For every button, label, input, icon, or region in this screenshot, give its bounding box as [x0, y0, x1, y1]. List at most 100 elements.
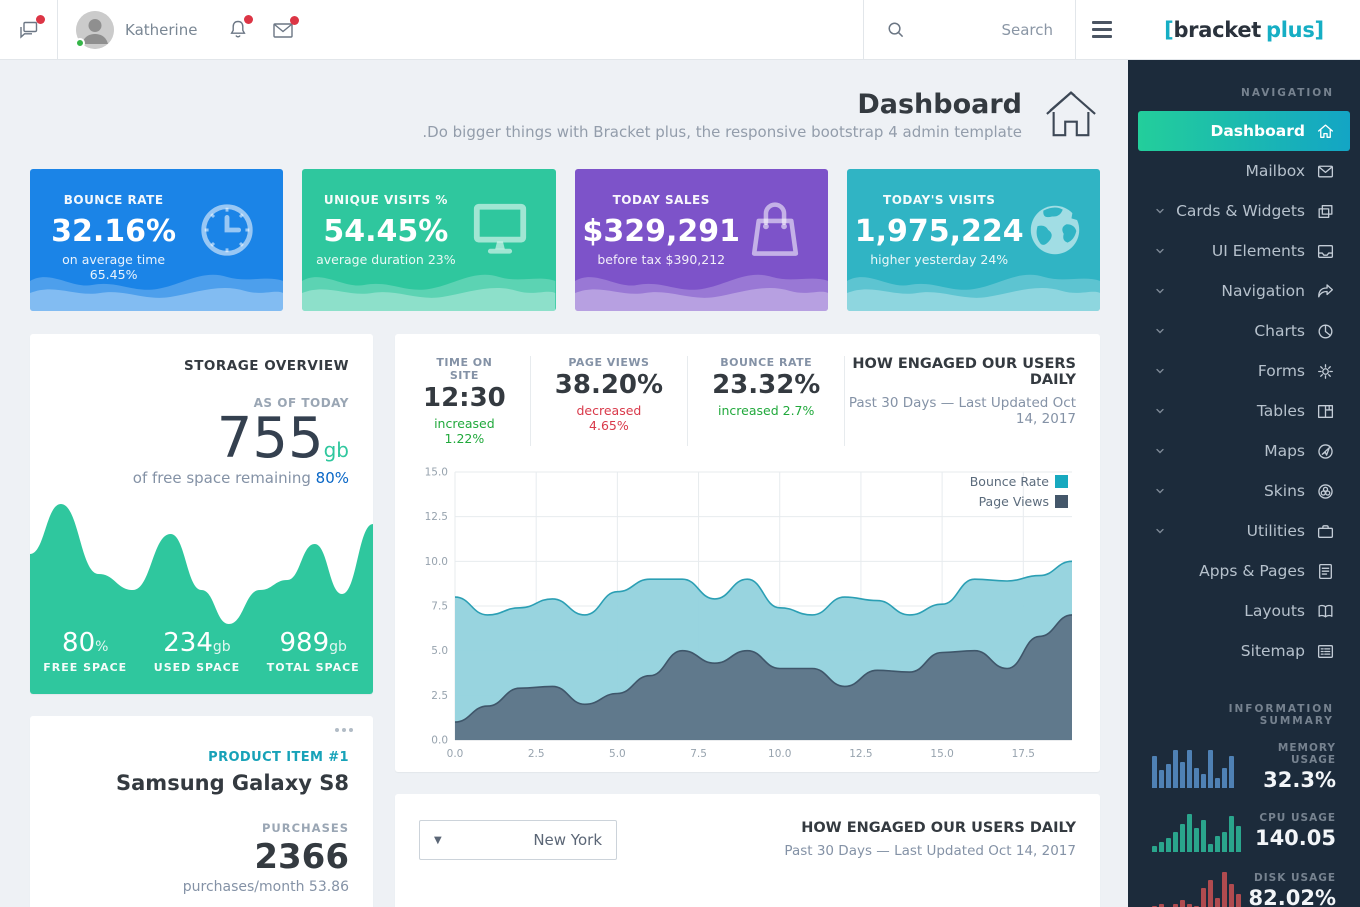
svg-text:0.0: 0.0 [447, 748, 464, 760]
sidebar-item-apps-pages[interactable]: Apps & Pages [1128, 551, 1360, 591]
monitor-icon [462, 199, 538, 311]
logo-bracket-left: [ [1164, 17, 1174, 42]
info-row-cpu-usage: CPU USAGE 140.05 [1128, 801, 1360, 861]
card-wave-decoration [30, 274, 284, 311]
sidebar-item-ui-elements[interactable]: UI Elements [1128, 231, 1360, 271]
mini-bar-chart [1152, 810, 1241, 852]
chevron-down-icon[interactable] [1154, 325, 1168, 337]
hamburger-icon [1092, 21, 1112, 24]
sidebar-item-maps[interactable]: Maps [1128, 431, 1360, 471]
inbox-icon [1316, 242, 1336, 261]
avatar[interactable] [75, 10, 114, 49]
table-icon [1316, 402, 1336, 421]
sidebar-item-dashboard[interactable]: Dashboard [1138, 111, 1350, 151]
stat-card-value: $329,291 [582, 214, 741, 249]
brand-logo[interactable]: [ bracket plus ] [1128, 0, 1360, 60]
more-options-icon[interactable] [335, 728, 353, 732]
sidebar-item-label: Apps & Pages [1199, 562, 1305, 580]
storage-free-value: 755gb [216, 406, 349, 471]
sidebar-item-label: Forms [1257, 362, 1305, 380]
engagement-title: HOW ENGAGED OUR USERS DAILY [852, 356, 1076, 388]
stat-card-bounce-rate: BOUNCE RATE 32.16% on average time 65.45% [30, 169, 284, 311]
legend-swatch [1055, 494, 1068, 508]
search-icon [888, 22, 904, 38]
logo-bracket-right: ] [1314, 17, 1325, 42]
search-bar[interactable]: Search [863, 0, 1075, 59]
sidebar-item-skins[interactable]: Skins [1128, 471, 1360, 511]
chevron-down-icon[interactable] [1154, 205, 1168, 217]
menu-toggle-button[interactable] [1075, 0, 1128, 59]
sidebar-item-label: Cards & Widgets [1176, 202, 1305, 220]
sidebar-item-charts[interactable]: Charts [1128, 311, 1360, 351]
chevron-down-icon[interactable] [1154, 365, 1168, 377]
stat-card-value: 54.45% [323, 214, 449, 249]
sidebar: [ bracket plus ] NAVIGATION Dashboard Mai… [1128, 0, 1360, 907]
mini-bar-chart [1152, 746, 1234, 788]
storage-as-of: AS OF TODAY [253, 396, 349, 410]
chart-legend: Bounce Rate Page Views [970, 474, 1068, 514]
engagement-subtitle: Past 30 Days — Last Updated Oct 14, 2017 [848, 395, 1076, 427]
sidebar-item-label: Mailbox [1245, 162, 1305, 180]
sidebar-item-label: Layouts [1244, 602, 1305, 620]
sitemap-icon [1316, 642, 1336, 661]
sidebar-item-layouts[interactable]: Layouts [1128, 591, 1360, 631]
engagement-stat-time-on-site: TIME ON SITE 12:30 increased 1.22% [419, 356, 531, 446]
sidebar-item-utilities[interactable]: Utilities [1128, 511, 1360, 551]
legend-swatch [1055, 474, 1068, 488]
logo-suffix: plus [1266, 17, 1315, 42]
messages-button[interactable] [271, 15, 300, 41]
chevron-down-icon[interactable] [1154, 525, 1168, 537]
sidebar-item-navigation[interactable]: Navigation [1128, 271, 1360, 311]
sidebar-item-cards-widgets[interactable]: Cards & Widgets [1128, 191, 1360, 231]
envelope-icon [273, 22, 294, 38]
purchases-sub: purchases/month 53.86 [182, 879, 349, 895]
legend-label: Bounce Rate [969, 473, 1049, 489]
engagement-area-chart: 0.0 2.5 5.0 7.5 10.0 12.5 15.0 0.0 2.5 5.0 7.5 10.0… [419, 462, 1076, 764]
info-value: 140.05 [1254, 826, 1336, 850]
chevron-down-icon[interactable] [1154, 285, 1168, 297]
chat-badge [35, 14, 45, 24]
info-label: DISK USAGE [1254, 872, 1336, 884]
svg-text:0.0: 0.0 [431, 734, 448, 746]
sidebar-item-label: Tables [1256, 402, 1305, 420]
storage-title: STORAGE OVERVIEW [183, 358, 349, 374]
card-wave-decoration [574, 274, 828, 311]
sidebar-item-forms[interactable]: Forms [1128, 351, 1360, 391]
info-value: 82.02% [1248, 886, 1336, 907]
sidebar-item-sitemap[interactable]: Sitemap [1128, 631, 1360, 671]
stat-cards-row: BOUNCE RATE 32.16% on average time 65.45% U… [30, 169, 1100, 311]
sidebar-item-tables[interactable]: Tables [1128, 391, 1360, 431]
stat-card-unique-visits-: UNIQUE VISITS % 54.45% average duration 23… [302, 169, 556, 311]
city-select[interactable]: ▼ New York [419, 820, 617, 860]
storage-stats: 80% FREE SPACE 234gb USED SPACE 989gb TOTAL S… [30, 628, 373, 674]
chat-toggle-button[interactable] [0, 0, 58, 59]
stat-card-label: TODAY'S VISITS [883, 193, 996, 207]
envelope-icon [1316, 162, 1336, 181]
info-row-disk-usage: DISK USAGE 82.02% [1128, 861, 1360, 907]
product-name: Samsung Galaxy S8 [116, 771, 349, 795]
stat-card-label: UNIQUE VISITS % [323, 193, 448, 207]
page-title: Dashboard [857, 89, 1022, 120]
sidebar-item-mailbox[interactable]: Mailbox [1128, 151, 1360, 191]
chevron-down-icon[interactable] [1154, 245, 1168, 257]
home-icon [1042, 86, 1100, 144]
storage-stat: 80% FREE SPACE [43, 628, 128, 674]
caret-down-icon: ▼ [434, 834, 442, 846]
storage-stat: 234gb USED SPACE [153, 628, 241, 674]
notifications-button[interactable] [227, 15, 254, 41]
sidebar-item-label: Navigation [1221, 282, 1305, 300]
chevron-down-icon[interactable] [1154, 445, 1168, 457]
svg-text:10.0: 10.0 [768, 748, 791, 760]
svg-text:10.0: 10.0 [425, 555, 448, 567]
engagement-chart-card: TIME ON SITE 12:30 increased 1.22% PAGE VIE… [395, 334, 1100, 772]
pie-chart-icon [1316, 322, 1336, 341]
home-icon [1316, 122, 1336, 141]
messages-badge [290, 15, 300, 25]
chat-icon [17, 14, 45, 42]
chevron-down-icon[interactable] [1154, 405, 1168, 417]
user-menu[interactable]: Katherine [58, 10, 215, 49]
online-status-dot [75, 37, 85, 48]
chevron-down-icon[interactable] [1154, 485, 1168, 497]
page-subtitle: .Do bigger things with Bracket plus, the… [422, 123, 1022, 141]
legend-item: Page Views [970, 494, 1068, 509]
